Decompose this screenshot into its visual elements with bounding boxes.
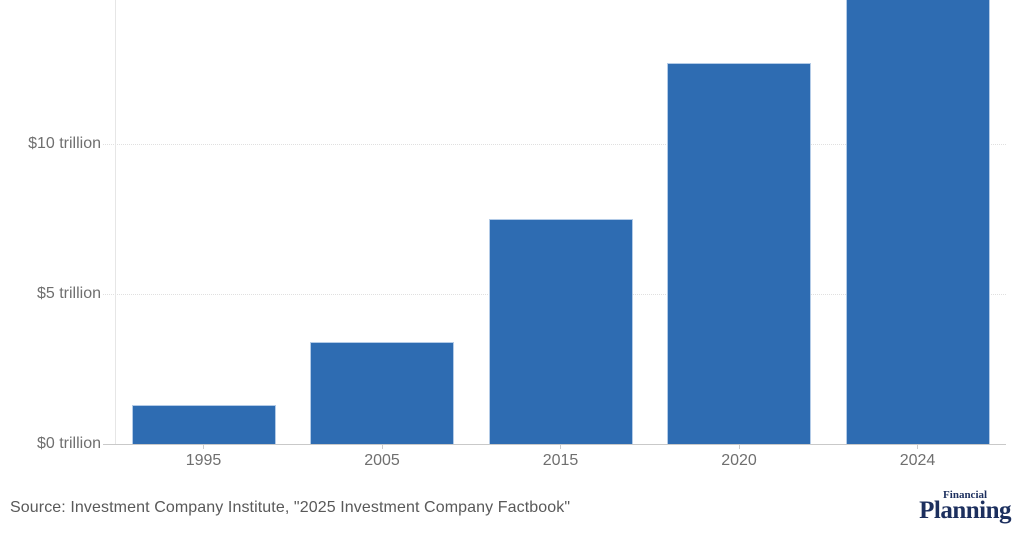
y-axis-tick-label: $0 trillion [36, 435, 101, 452]
x-axis-tick-label: 2005 [364, 452, 400, 469]
bar [667, 63, 811, 444]
x-axis-tick [738, 445, 740, 449]
x-axis-tick [917, 445, 918, 449]
x-axis-tick-label: 2020 [721, 452, 757, 469]
y-axis-tick-label: $10 trillion [28, 135, 101, 152]
bar [310, 342, 454, 444]
financial-planning-logo: Financial Planning [919, 489, 1011, 524]
x-axis-tick [381, 445, 383, 449]
x-axis-tick-label: 2024 [899, 452, 936, 469]
gridline [103, 144, 1006, 145]
bar [131, 405, 276, 444]
source-attribution: Source: Investment Company Institute, "2… [10, 499, 571, 516]
y-axis-tick-label: $5 trillion [36, 285, 101, 302]
x-axis-baseline [103, 444, 1006, 445]
x-axis-tick-label: 1995 [185, 452, 222, 469]
x-axis-tick-label: 2015 [542, 452, 579, 469]
y-axis-line [115, 0, 116, 444]
logo-planning-text: Planning [919, 497, 1011, 524]
bar [488, 219, 633, 444]
x-axis-tick [203, 445, 204, 449]
bar [845, 0, 990, 444]
x-axis-tick [560, 445, 561, 449]
logo-financial-text: Financial [943, 489, 988, 501]
